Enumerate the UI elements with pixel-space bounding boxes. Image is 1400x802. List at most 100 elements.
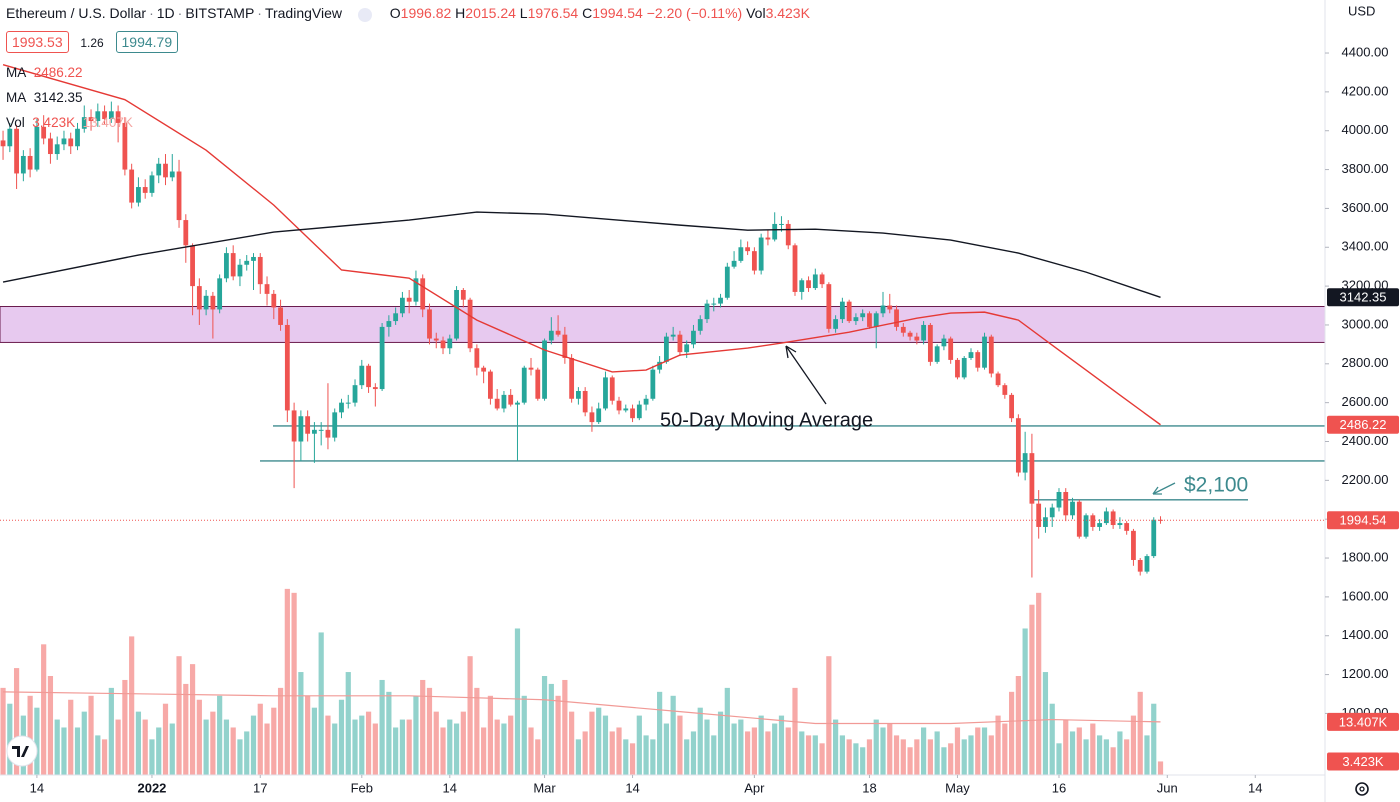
volume-bar <box>68 699 74 775</box>
volume-bar <box>88 695 94 775</box>
volume-bar <box>690 731 697 775</box>
candle-body <box>1151 519 1157 557</box>
candle-body <box>927 324 933 362</box>
volume-bar <box>311 707 318 775</box>
candle-body <box>826 284 832 329</box>
candle-body <box>325 429 331 438</box>
candle-body <box>995 373 1001 386</box>
volume-bar <box>1042 672 1049 775</box>
volume-bar <box>230 727 236 775</box>
volume-bar <box>1036 592 1042 775</box>
sell-price[interactable]: 1993.53 <box>6 31 69 53</box>
buy-price[interactable]: 1994.79 <box>115 31 179 53</box>
volume-bar <box>474 687 480 775</box>
candle-body <box>623 408 629 411</box>
logo[interactable] <box>6 735 38 767</box>
candle-body <box>359 365 365 386</box>
symbol[interactable]: Ethereum / U.S. Dollar <box>6 5 147 21</box>
candle-body <box>339 402 344 413</box>
volume-bar <box>541 676 548 775</box>
candle-body <box>271 293 277 308</box>
volume-bar <box>711 735 717 775</box>
moving-average-line <box>2 64 1161 426</box>
logo-mark[interactable] <box>12 746 29 757</box>
volume-bar <box>1063 719 1069 775</box>
candle-body <box>413 278 419 302</box>
candle-body <box>1117 523 1123 526</box>
volume-bar <box>1022 628 1028 775</box>
candle-body <box>27 155 33 170</box>
candle-body <box>833 319 839 329</box>
candle-body <box>508 394 514 405</box>
candle-body <box>1070 501 1075 516</box>
volume-bar <box>819 743 825 775</box>
candle-body <box>332 412 338 438</box>
price-badge <box>1327 511 1399 530</box>
volume-bar <box>866 739 873 775</box>
annotation: 50-Day Moving Average <box>660 409 873 431</box>
volume-value: 3.423K <box>765 5 810 21</box>
candle-body <box>447 338 453 349</box>
candle-body <box>102 111 107 120</box>
volume-bar <box>325 715 331 775</box>
volume-bar <box>501 723 507 775</box>
gear-hub[interactable] <box>1359 786 1365 792</box>
volume-bar <box>359 715 365 775</box>
y-tick-label: 1200.00 <box>1342 666 1389 681</box>
volume-bar <box>1083 739 1089 775</box>
volume-bar <box>108 687 114 775</box>
y-tick-label: 1800.00 <box>1342 549 1389 564</box>
volume-bar <box>508 715 514 775</box>
candle-body <box>433 338 439 341</box>
volume-bar <box>183 683 189 775</box>
volume-bar <box>291 592 297 775</box>
candle-body <box>880 305 886 314</box>
volume-bar <box>440 727 446 775</box>
y-tick-label: 3800.00 <box>1342 161 1389 176</box>
volume-bar <box>413 695 419 775</box>
y-tick-label: 3600.00 <box>1342 200 1389 215</box>
candle-body <box>1036 503 1042 527</box>
candle-body <box>345 402 351 404</box>
candle-body <box>366 365 371 388</box>
volume-bar <box>860 747 866 775</box>
volume-bar <box>1056 743 1062 775</box>
candle-body <box>596 408 602 423</box>
candle-body <box>515 402 520 405</box>
logo-circle[interactable] <box>6 735 38 767</box>
volume-bar <box>203 719 209 775</box>
volume-bar <box>426 687 433 775</box>
y-tick-label: 4400.00 <box>1342 44 1389 59</box>
volume-bar <box>7 703 13 775</box>
volume-bar <box>189 664 196 775</box>
candle-body <box>684 344 690 353</box>
x-tick-label: Feb <box>351 780 373 795</box>
volume-bar <box>115 719 121 775</box>
change: −2.20 (−0.11%) <box>646 5 743 21</box>
settings-button[interactable] <box>1355 782 1369 796</box>
y-tick-label: 2800.00 <box>1342 355 1389 370</box>
volume-bar <box>792 687 798 775</box>
candle-body <box>7 128 13 147</box>
volume-bar <box>399 719 406 775</box>
candle-body <box>914 336 920 341</box>
volume-bar <box>826 656 832 775</box>
volume-bar <box>122 679 128 775</box>
volume-bar <box>609 731 615 775</box>
volume-bar <box>379 679 385 775</box>
indicator: Vol 3.423K 13.407K <box>6 115 133 130</box>
candle-body <box>785 223 791 246</box>
gear[interactable] <box>1355 782 1369 796</box>
price-badge <box>1327 752 1399 771</box>
volume-bar <box>365 711 372 775</box>
candle-body <box>670 334 676 337</box>
candle-body <box>196 286 202 310</box>
volume-bar <box>758 715 764 775</box>
candle-body <box>772 223 778 240</box>
volume-bar <box>1076 727 1082 775</box>
volume-bar <box>494 719 500 775</box>
interval[interactable]: 1D <box>156 5 175 21</box>
volume-bar <box>332 723 338 775</box>
